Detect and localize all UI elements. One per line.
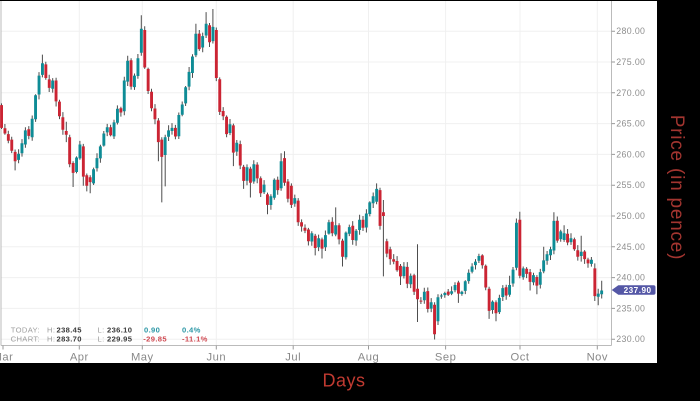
- svg-text:L:: L:: [98, 335, 105, 344]
- svg-text:Price (in pence): Price (in pence): [666, 115, 687, 261]
- svg-text:Oct: Oct: [511, 352, 530, 364]
- svg-text:TODAY:: TODAY:: [11, 325, 40, 334]
- svg-text:H:: H:: [47, 335, 55, 344]
- svg-text:Mar: Mar: [0, 352, 13, 364]
- svg-text:237.90: 237.90: [624, 286, 652, 295]
- svg-text:Jun: Jun: [207, 352, 227, 364]
- svg-text:Aug: Aug: [358, 352, 379, 364]
- svg-text:CHART:: CHART:: [11, 335, 40, 344]
- svg-text:0.4%: 0.4%: [182, 325, 201, 334]
- svg-text:Apr: Apr: [70, 352, 89, 364]
- svg-text:Sep: Sep: [435, 352, 456, 364]
- svg-text:229.95: 229.95: [107, 335, 133, 344]
- svg-text:L:: L:: [98, 325, 105, 334]
- svg-text:240.00: 240.00: [616, 273, 645, 283]
- svg-text:283.70: 283.70: [57, 335, 82, 344]
- svg-text:255.00: 255.00: [616, 180, 645, 190]
- svg-text:238.45: 238.45: [57, 325, 83, 334]
- svg-text:Nov: Nov: [587, 352, 608, 364]
- svg-text:-29.85: -29.85: [143, 335, 167, 344]
- svg-text:235.00: 235.00: [616, 303, 645, 313]
- svg-text:H:: H:: [47, 325, 55, 334]
- svg-text:-11.1%: -11.1%: [182, 335, 208, 344]
- svg-text:Jul: Jul: [285, 352, 301, 364]
- svg-text:265.00: 265.00: [616, 119, 645, 129]
- svg-text:0.90: 0.90: [144, 325, 160, 334]
- svg-text:245.00: 245.00: [616, 242, 645, 252]
- svg-text:280.00: 280.00: [616, 26, 645, 36]
- svg-text:May: May: [131, 352, 154, 364]
- svg-text:250.00: 250.00: [616, 211, 645, 221]
- svg-text:270.00: 270.00: [616, 88, 645, 98]
- svg-text:Days: Days: [322, 371, 365, 391]
- svg-text:260.00: 260.00: [616, 149, 645, 159]
- svg-text:236.10: 236.10: [107, 325, 132, 334]
- svg-text:230.00: 230.00: [616, 334, 645, 344]
- svg-text:275.00: 275.00: [616, 57, 645, 67]
